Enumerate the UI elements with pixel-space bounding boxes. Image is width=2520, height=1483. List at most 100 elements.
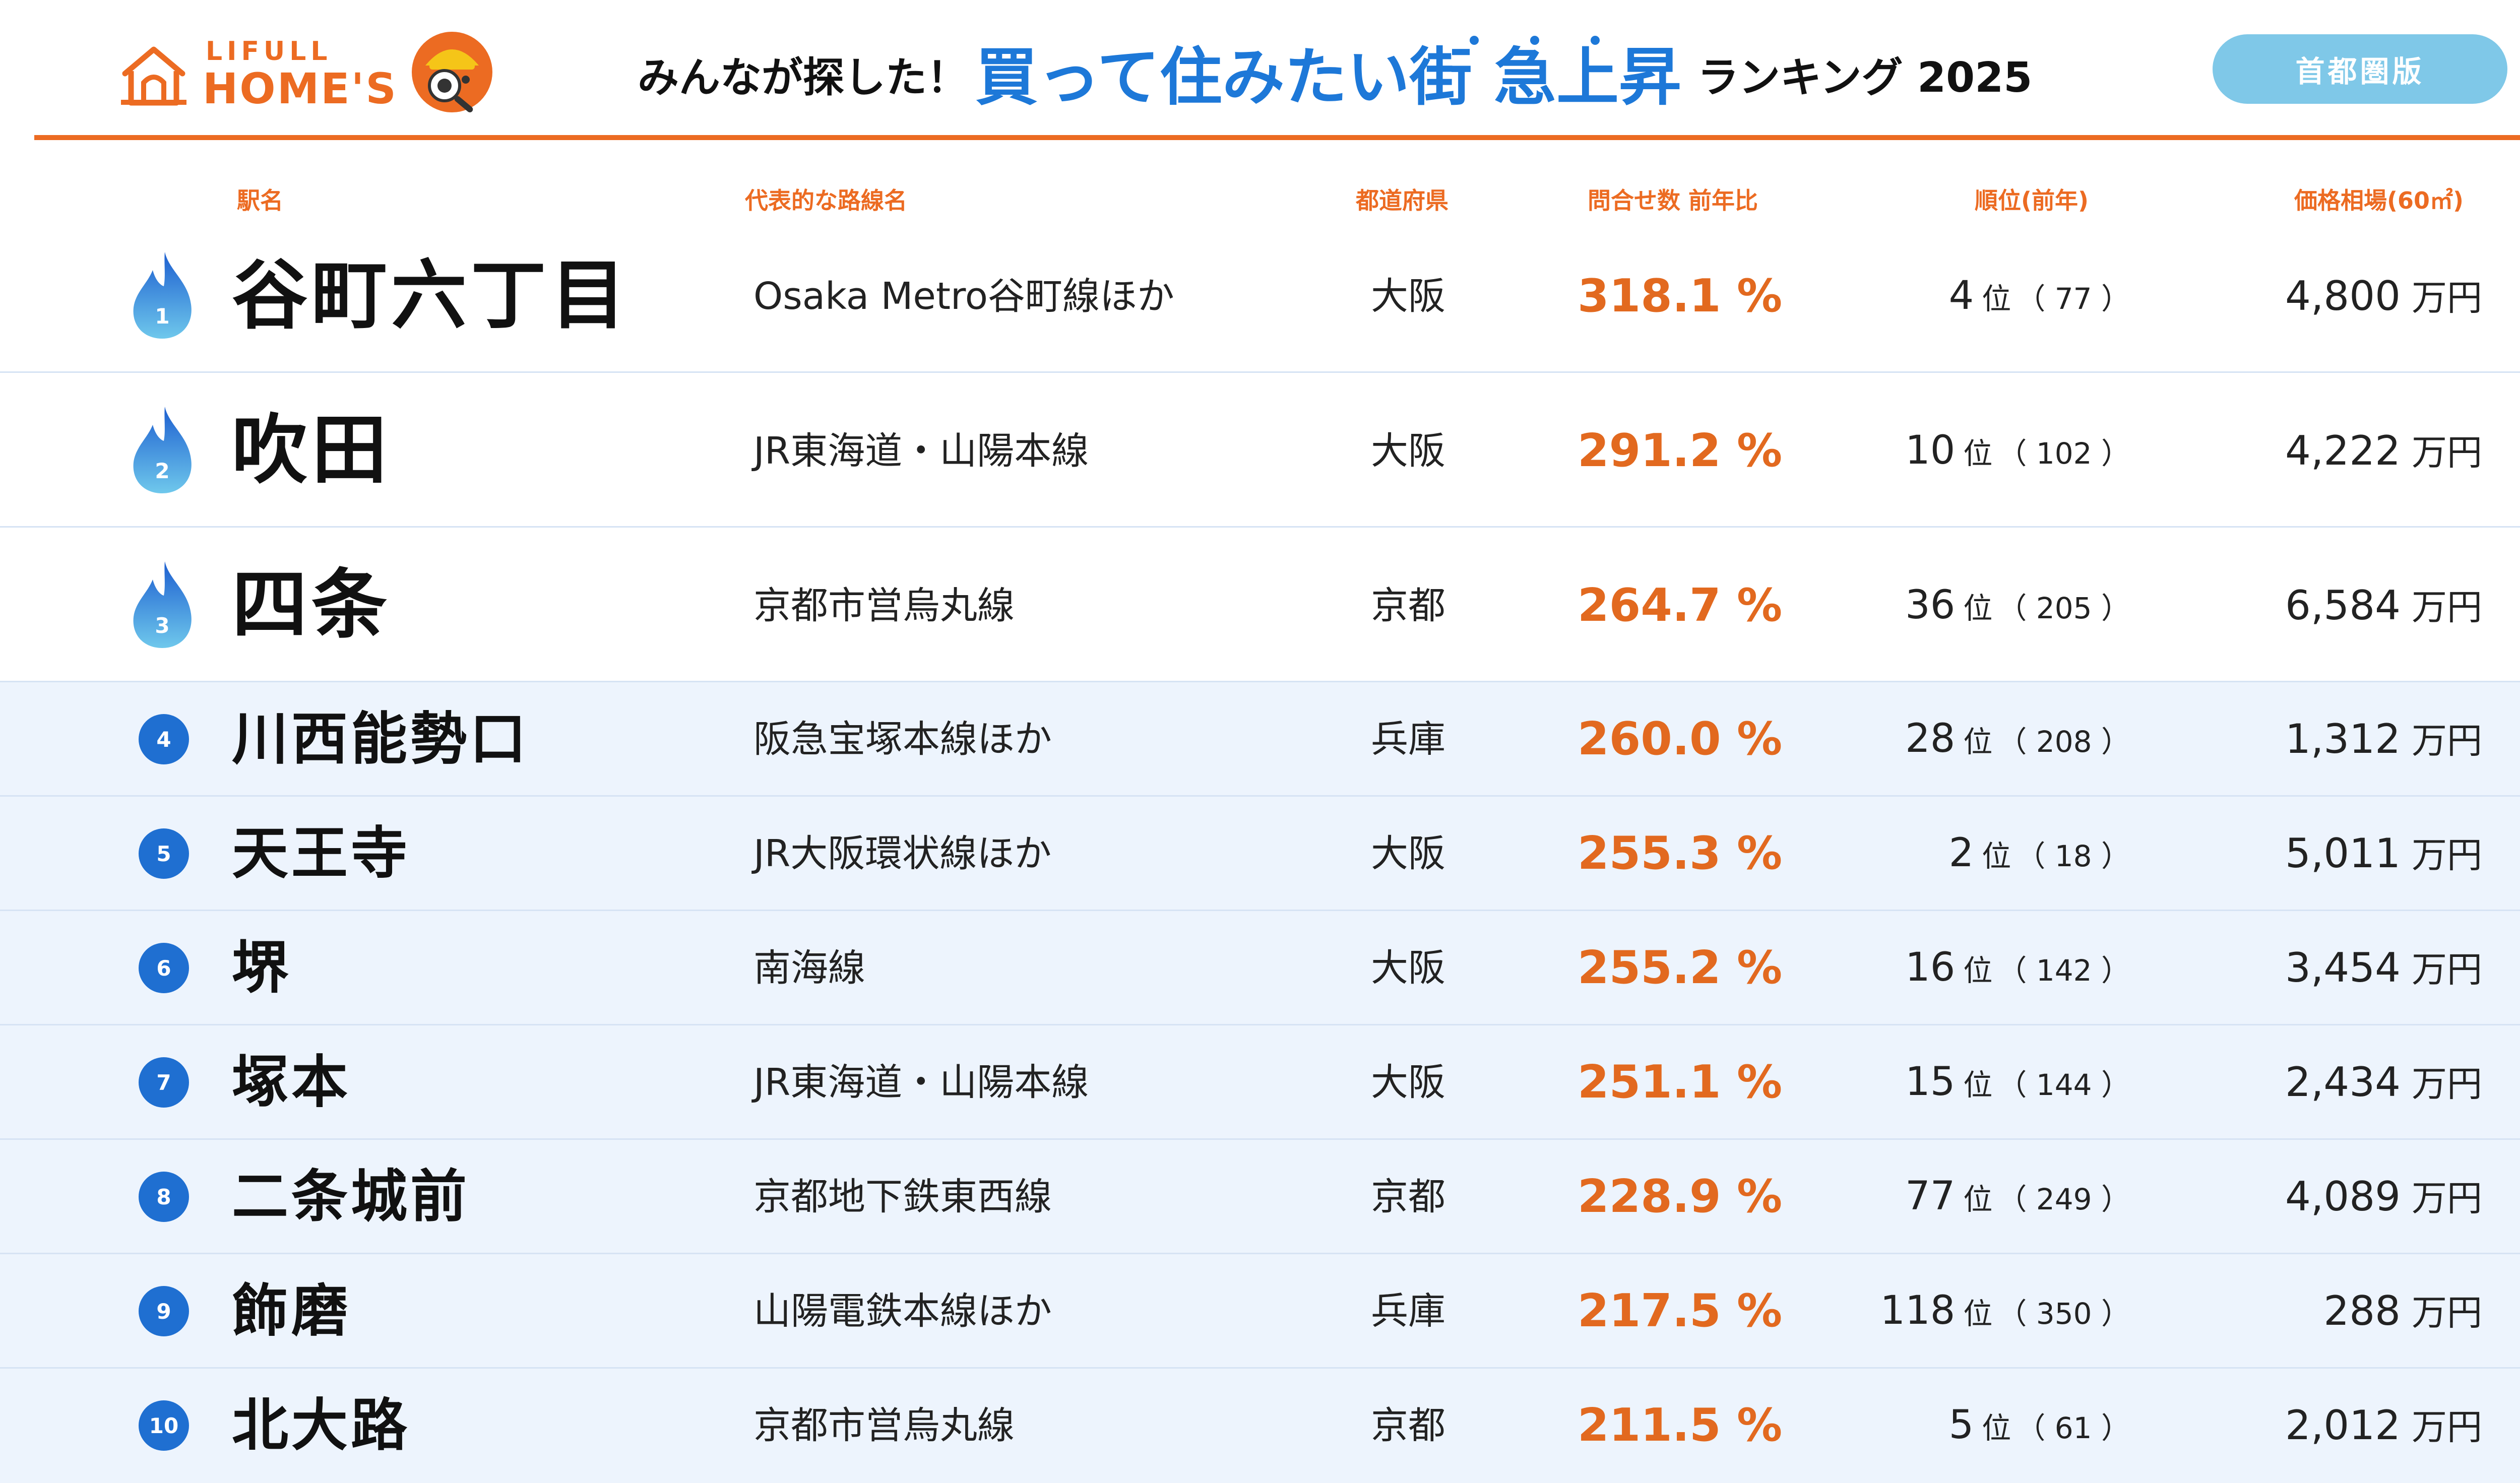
line-name: JR東海道・山陽本線 (753, 429, 1089, 473)
rank-previous: （ 350 ） (1997, 1297, 2130, 1331)
rank-previous: （ 61 ） (2016, 1411, 2130, 1446)
rank-unit: 位 (1963, 1182, 1993, 1217)
prefecture: 京都 (1371, 1175, 1445, 1218)
region-badge[interactable]: 首都圏版 (2213, 34, 2507, 104)
rank-now: 16 (1905, 945, 1956, 991)
rank-previous: （ 102 ） (1997, 436, 2130, 471)
inquiry-ratio: 217.5 % (1578, 1284, 1783, 1337)
rank-unit: 位 (1963, 436, 1993, 471)
price-cell: 2,434 万円 (2285, 1057, 2482, 1109)
page-title: みんなが探した！ 買って住みたい街 急上昇 ランキング 2025 (638, 30, 2032, 116)
prefecture: 京都 (1371, 1403, 1445, 1447)
station-name: 四条 (232, 561, 392, 650)
col-header-price: 価格相場(60㎡) (2294, 187, 2464, 214)
table-row: 4 川西能勢口 阪急宝塚本線ほか 兵庫 260.0 % 28 位（ 208 ） 1,312 万円 (0, 682, 2520, 797)
price-cell: 4,800 万円 (2285, 271, 2482, 323)
rank-number: 1 (155, 304, 169, 329)
rank-now: 5 (1948, 1402, 1974, 1448)
title-prefix: みんなが探した！ (638, 54, 969, 102)
rank-unit: 位 (1963, 725, 1993, 759)
price-unit: 万円 (2412, 1178, 2482, 1219)
price-value: 4,800 (2285, 273, 2401, 319)
price-value: 3,454 (2285, 944, 2401, 991)
station-name: 二条城前 (232, 1164, 470, 1230)
price-unit: 万円 (2412, 834, 2482, 876)
price-cell: 1,312 万円 (2285, 714, 2482, 766)
mascot-icon (412, 32, 492, 113)
price-unit: 万円 (2412, 720, 2482, 761)
header-divider (34, 135, 2520, 140)
line-name: JR大阪環状線ほか (753, 831, 1052, 875)
row-divider (0, 1138, 2520, 1141)
rank-badge: 8 (139, 1172, 189, 1222)
line-name: 京都市営烏丸線 (753, 1403, 1015, 1447)
rank-cell: 4 位（ 77 ） (1949, 272, 2130, 324)
rank-cell: 28 位（ 208 ） (1905, 715, 2130, 767)
price-value: 2,012 (2285, 1402, 2401, 1449)
rank-unit: 位 (1963, 953, 1993, 988)
rank-unit: 位 (1982, 282, 2011, 316)
table-row: 9 飾磨 山陽電鉄本線ほか 兵庫 217.5 % 118 位（ 350 ） 288 万円 (0, 1254, 2520, 1369)
station-name: 谷町六丁目 (232, 252, 631, 340)
table-row: 5 天王寺 JR大阪環状線ほか 大阪 255.3 % 2 位（ 18 ） 5,011 万円 (0, 797, 2520, 911)
price-unit: 万円 (2412, 949, 2482, 990)
line-name: 南海線 (753, 946, 865, 990)
col-header-station: 駅名 (237, 187, 283, 214)
inquiry-ratio: 291.2 % (1578, 424, 1783, 477)
line-name: JR東海道・山陽本線 (753, 1060, 1089, 1104)
row-divider (0, 1367, 2520, 1370)
rank-badge: 6 (139, 943, 189, 993)
price-cell: 2,012 万円 (2285, 1400, 2482, 1452)
prefecture: 大阪 (1371, 831, 1445, 875)
line-name: Osaka Metro谷町線ほか (753, 274, 1175, 318)
rank-previous: （ 205 ） (1997, 591, 2130, 626)
title-main: 買って住みたい街 急上昇 (975, 41, 1681, 114)
price-value: 2,434 (2285, 1059, 2401, 1106)
rank-badge: 9 (139, 1286, 189, 1336)
logo-text-lifull: LIFULL (206, 36, 332, 67)
rank-flame-icon: 2 (133, 407, 192, 493)
row-divider (0, 795, 2520, 798)
station-name: 北大路 (232, 1393, 410, 1458)
line-name: 京都地下鉄東西線 (753, 1175, 1052, 1218)
rank-now: 15 (1905, 1059, 1956, 1105)
lifull-homes-logo[interactable]: LIFULL HOME'S (121, 29, 494, 115)
row-divider (0, 526, 2520, 529)
price-unit: 万円 (2412, 1406, 2482, 1448)
prefecture: 大阪 (1371, 946, 1445, 990)
prefecture: 兵庫 (1371, 717, 1445, 761)
price-value: 6,584 (2285, 582, 2401, 629)
price-unit: 万円 (2412, 587, 2482, 628)
inquiry-ratio: 264.7 % (1578, 578, 1783, 632)
table-row: 6 堺 南海線 大阪 255.2 % 16 位（ 142 ） 3,454 万円 (0, 911, 2520, 1025)
prefecture: 大阪 (1371, 274, 1445, 318)
rank-unit: 位 (1963, 591, 1993, 626)
rank-previous: （ 142 ） (1997, 953, 2130, 988)
table-row: 10 北大路 京都市営烏丸線 京都 211.5 % 5 位（ 61 ） 2,012 万円 (0, 1369, 2520, 1483)
station-name: 天王寺 (232, 821, 410, 886)
rank-previous: （ 249 ） (1997, 1182, 2130, 1217)
rank-unit: 位 (1963, 1297, 1993, 1331)
rank-now: 36 (1905, 583, 1956, 628)
rank-previous: （ 18 ） (2016, 839, 2130, 874)
rank-now: 4 (1948, 273, 1974, 319)
station-name: 吹田 (232, 407, 392, 495)
station-name: 川西能勢口 (232, 706, 529, 772)
rank-number: 2 (155, 459, 169, 483)
price-value: 4,222 (2285, 427, 2401, 474)
row-divider (0, 371, 2520, 374)
inquiry-ratio: 255.2 % (1578, 941, 1783, 994)
price-cell: 4,089 万円 (2285, 1172, 2482, 1223)
price-cell: 6,584 万円 (2285, 581, 2482, 632)
table-row: 8 二条城前 京都地下鉄東西線 京都 228.9 % 77 位（ 249 ） 4,089 万円 (0, 1140, 2520, 1254)
station-name: 飾磨 (232, 1278, 351, 1344)
col-header-prefecture: 都道府県 (1356, 187, 1448, 214)
rank-flame-icon: 1 (133, 252, 192, 339)
inquiry-ratio: 228.9 % (1578, 1170, 1783, 1223)
rank-now: 10 (1905, 428, 1956, 474)
table-row: 3 四条 京都市営烏丸線 京都 264.7 % 36 位（ 205 ） 6,584 万円 (0, 528, 2520, 682)
rank-unit: 位 (1963, 1068, 1993, 1103)
col-header-line: 代表的な路線名 (745, 187, 907, 214)
rank-cell: 5 位（ 61 ） (1949, 1401, 2130, 1453)
